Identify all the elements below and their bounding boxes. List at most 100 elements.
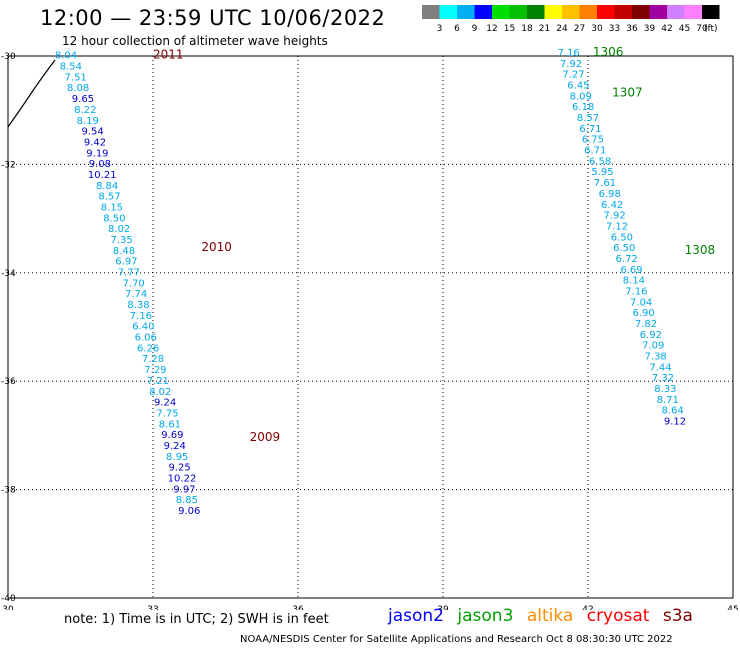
y-tick-label: -36 xyxy=(1,377,16,387)
color-scale-label: 18 xyxy=(521,24,533,34)
wave-height-value: 8.64 xyxy=(661,406,683,417)
x-tick-label: 42 xyxy=(582,605,593,610)
color-scale-label: 33 xyxy=(609,24,620,34)
color-swatch xyxy=(544,5,562,19)
wave-height-value: 6.50 xyxy=(611,232,633,243)
wave-height-value: 8.09 xyxy=(570,91,592,102)
wave-height-value: 6.98 xyxy=(599,189,621,200)
color-swatch xyxy=(597,5,615,19)
legend-jason3: jason3 xyxy=(457,606,514,626)
wave-height-value: 8.85 xyxy=(176,495,198,506)
wave-height-value: 7.92 xyxy=(560,59,582,70)
wave-height-value: 9.42 xyxy=(84,137,106,148)
legend-altika: altika xyxy=(526,606,574,626)
color-swatch xyxy=(509,5,527,19)
wave-height-value: 9.19 xyxy=(86,148,108,159)
wave-height-value: 8.38 xyxy=(127,300,149,311)
wave-height-value: 7.61 xyxy=(594,178,616,189)
wave-height-value: 8.04 xyxy=(55,51,77,62)
wave-height-value: 7.51 xyxy=(65,72,87,83)
wave-height-value: 8.50 xyxy=(103,213,125,224)
wave-height-value: 9.97 xyxy=(173,484,195,495)
wave-height-value: 7.74 xyxy=(125,289,147,300)
color-swatch xyxy=(579,5,597,19)
wave-height-value: 7.92 xyxy=(603,211,625,222)
color-scale-label: 42 xyxy=(661,24,672,34)
color-swatch xyxy=(562,5,580,19)
legend-cryosat: cryosat xyxy=(586,606,650,626)
color-scale-label: 36 xyxy=(626,24,638,34)
wave-height-value: 6.69 xyxy=(620,265,642,276)
color-swatch xyxy=(702,5,720,19)
wave-height-value: 9.12 xyxy=(664,417,686,428)
color-scale-label: 70 xyxy=(696,24,708,34)
y-tick-label: -32 xyxy=(1,160,16,170)
wave-height-value: 7.04 xyxy=(630,297,652,308)
wave-height-value: 7.12 xyxy=(606,221,628,232)
wave-height-value: 8.71 xyxy=(657,395,679,406)
footnote: note: 1) Time is in UTC; 2) SWH is in fe… xyxy=(64,612,329,627)
wave-height-value: 7.27 xyxy=(562,70,584,81)
wave-height-value: 9.24 xyxy=(154,398,176,409)
wave-height-value: 9.65 xyxy=(72,94,94,105)
map-frame xyxy=(7,55,734,599)
wave-height-value: 7.77 xyxy=(118,268,140,279)
pass-time-label: 1307 xyxy=(612,86,643,100)
wave-height-value: 9.69 xyxy=(161,430,183,441)
color-scale-label: 6 xyxy=(454,24,460,34)
wave-height-value: 8.02 xyxy=(108,224,130,235)
color-scale-label: 21 xyxy=(539,24,550,34)
x-tick-label: 33 xyxy=(147,605,158,610)
wave-height-value: 6.97 xyxy=(115,257,137,268)
legend-jason2: jason2 xyxy=(388,606,444,626)
wave-height-value: 6.06 xyxy=(135,333,157,344)
wave-height-value: 5.95 xyxy=(591,167,613,178)
color-scale-label: 30 xyxy=(591,24,603,34)
pass-time-label: 2010 xyxy=(201,240,232,254)
wave-height-value: 6.75 xyxy=(582,135,604,146)
color-swatch xyxy=(527,5,545,19)
wave-height-value: 6.90 xyxy=(632,308,654,319)
color-scale-label: 15 xyxy=(504,24,515,34)
wave-height-value: 7.82 xyxy=(635,319,657,330)
wave-height-value: 8.15 xyxy=(101,202,123,213)
wave-height-value: 8.14 xyxy=(623,276,645,287)
wave-height-value: 7.32 xyxy=(652,373,674,384)
wave-height-value: 8.08 xyxy=(67,83,89,94)
wave-height-value: 8.33 xyxy=(654,384,676,395)
wave-height-value: 7.09 xyxy=(642,341,664,352)
color-swatch xyxy=(632,5,650,19)
wave-height-value: 7.70 xyxy=(123,278,145,289)
wave-height-value: 8.57 xyxy=(98,192,120,203)
wave-height-value: 9.54 xyxy=(81,127,103,138)
wave-height-value: 8.54 xyxy=(60,62,82,73)
color-swatch xyxy=(457,5,475,19)
wave-height-value: 10.21 xyxy=(88,170,117,181)
color-swatch xyxy=(649,5,667,19)
wave-height-value: 6.18 xyxy=(572,102,594,113)
color-scale-label: 45 xyxy=(679,24,690,34)
wave-height-value: 9.08 xyxy=(89,159,111,170)
wave-height-value: 7.44 xyxy=(649,362,671,373)
color-swatch xyxy=(439,5,457,19)
x-tick-label: 39 xyxy=(437,605,449,610)
color-scale-label: (ft) xyxy=(704,24,718,34)
map-subtitle: 12 hour collection of altimeter wave hei… xyxy=(62,34,328,48)
x-tick-label: 45 xyxy=(727,605,738,610)
color-scale-label: 39 xyxy=(644,24,656,34)
wave-height-value: 7.16 xyxy=(625,286,647,297)
wave-height-value: 8.02 xyxy=(149,387,171,398)
wave-height-value: 7.75 xyxy=(156,408,178,419)
color-swatch xyxy=(422,5,440,19)
color-scale-bar: 3 6 9 12 15 18 21 24 27 30 33 36 39 42 45 70(ft) xyxy=(422,5,720,34)
color-scale-label: 27 xyxy=(574,24,585,34)
color-swatch xyxy=(667,5,685,19)
y-tick-label: -34 xyxy=(1,269,16,279)
wave-height-value: 7.38 xyxy=(645,352,667,363)
y-tick-label: -40 xyxy=(1,594,16,604)
wave-height-value: 6.92 xyxy=(640,330,662,341)
color-swatch xyxy=(614,5,632,19)
wave-height-value: 9.25 xyxy=(168,463,190,474)
wave-height-value: 7.21 xyxy=(147,376,169,387)
color-swatch xyxy=(474,5,492,19)
